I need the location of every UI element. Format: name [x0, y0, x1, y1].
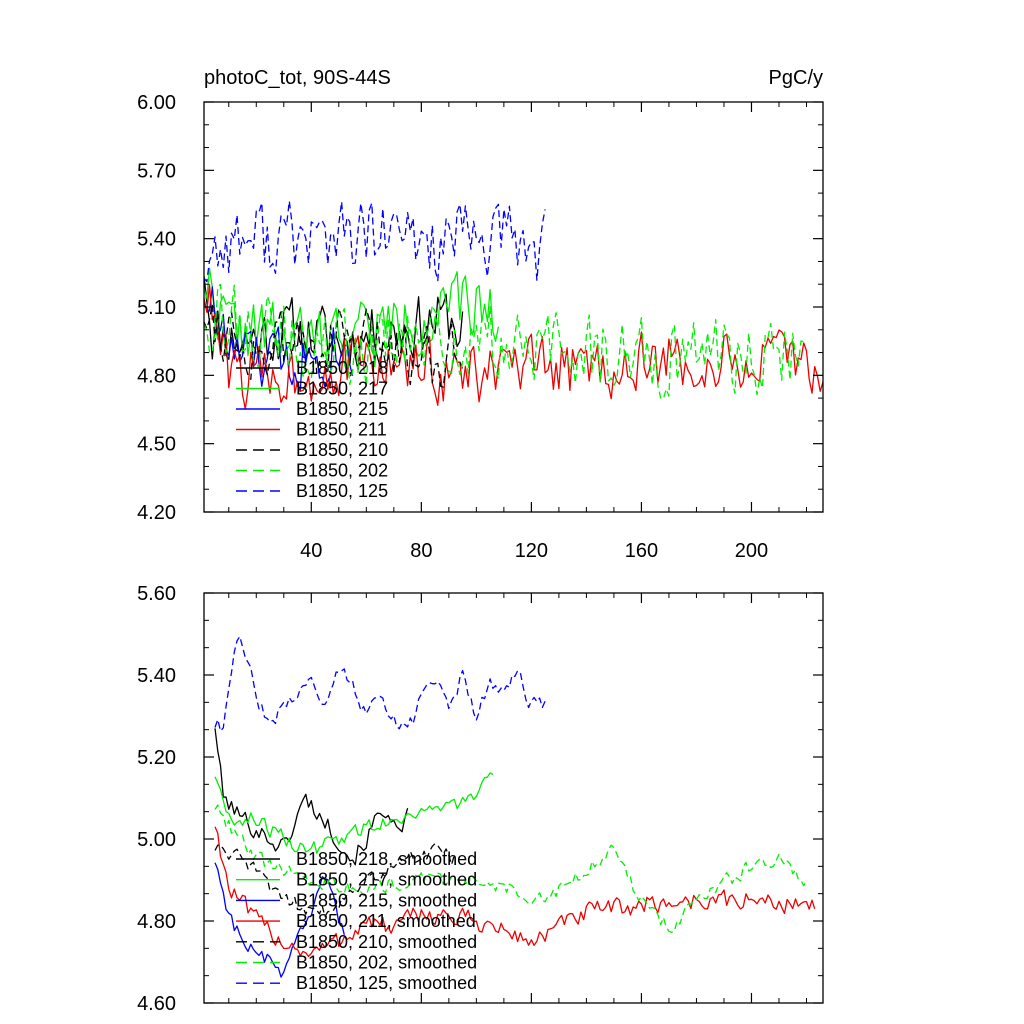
y-tick-label: 4.80	[137, 911, 176, 933]
series-group	[204, 200, 823, 410]
y-tick-label: 4.80	[137, 365, 176, 387]
y-tick-label: 5.70	[137, 160, 176, 182]
y-tick-label: 5.40	[137, 229, 176, 251]
series-line-2	[214, 862, 345, 978]
x-tick-label: 160	[625, 540, 658, 562]
series-line-3	[204, 284, 823, 410]
series-line-6	[204, 200, 546, 283]
legend-label: B1850, 217, smoothed	[296, 870, 477, 890]
legend-label: B1850, 217	[296, 379, 388, 399]
legend-label: B1850, 215, smoothed	[296, 890, 477, 910]
top-panel: 4.20 4.50 4.80 5.10 5.40 5.70 6.00 40 80 120 160 20…	[137, 92, 824, 562]
plot-frame	[203, 592, 824, 1004]
legend-label: B1850, 202, smoothed	[296, 953, 477, 973]
series-line-1	[204, 267, 500, 375]
x-tick-label: 80	[410, 540, 432, 562]
series-line-6	[214, 635, 546, 732]
x-tick-label: 120	[515, 540, 548, 562]
legend-label: B1850, 218, smoothed	[296, 849, 477, 869]
series-line-5	[214, 804, 808, 934]
y-tick-label: 6.00	[137, 92, 176, 114]
x-tick-label: 40	[300, 540, 322, 562]
legend-label: B1850, 210	[296, 440, 388, 460]
legend-label: B1850, 125	[296, 481, 388, 501]
series-line-4	[214, 842, 456, 917]
legend-label: B1850, 125, smoothed	[296, 973, 477, 993]
y-tick-label: 5.60	[137, 583, 176, 605]
units-label: PgC/y	[769, 67, 823, 89]
series-group	[214, 635, 816, 978]
legend-label: B1850, 211	[296, 420, 387, 440]
bottom-panel: 4.60 4.80 5.00 5.20 5.40 5.60 B1850, 218, smoo…	[137, 583, 824, 1015]
y-tick-label: 5.40	[137, 665, 176, 687]
y-tick-label: 4.20	[137, 502, 176, 524]
legend-label: B1850, 218	[296, 358, 388, 378]
series-line-0	[214, 728, 409, 866]
legend-label: B1850, 215	[296, 399, 388, 419]
legend-label: B1850, 211, smoothed	[296, 911, 476, 931]
series-line-3	[214, 826, 816, 958]
series-line-5	[204, 283, 807, 400]
legend-label: B1850, 210, smoothed	[296, 932, 477, 952]
series-line-1	[214, 772, 494, 854]
chart-title: photoC_tot, 90S-44S	[204, 67, 391, 89]
y-tick-label: 5.20	[137, 747, 176, 769]
series-line-4	[204, 303, 464, 388]
x-tick-label: 200	[735, 540, 768, 562]
y-tick-label: 4.60	[137, 993, 176, 1015]
legend-label: B1850, 202	[296, 461, 388, 481]
series-line-2	[204, 286, 354, 393]
y-tick-label: 5.10	[137, 297, 176, 319]
y-tick-label: 4.50	[137, 434, 176, 456]
y-tick-label: 5.00	[137, 829, 176, 851]
